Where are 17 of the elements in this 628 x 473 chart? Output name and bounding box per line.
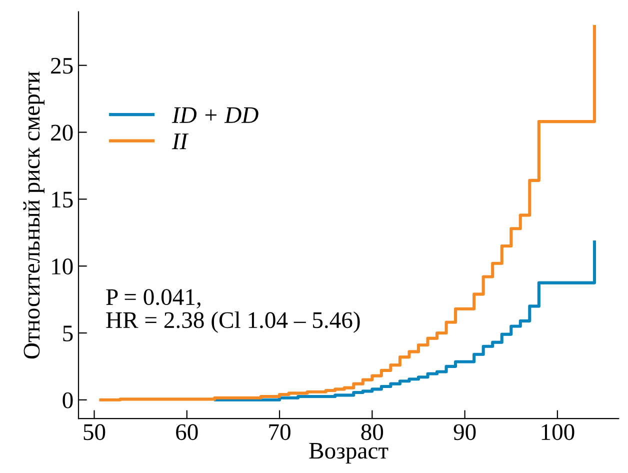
legend-label: ID + DD xyxy=(172,107,258,123)
x-tick-label: 90 xyxy=(454,424,476,440)
y-tick-label: 25 xyxy=(51,58,73,74)
x-tick-label: 50 xyxy=(84,424,106,440)
x-tick-label: 80 xyxy=(361,424,384,440)
y-tick-label: 20 xyxy=(51,124,73,141)
x-axis-title: Возраст xyxy=(309,443,388,464)
annotation: P = 0.041, HR = 2.38 (Cl 1.04 – 5.46) xyxy=(106,289,360,333)
y-tick-label: 0 xyxy=(62,392,73,408)
legend-label: II xyxy=(172,134,189,150)
y-axis-title: Относительный риск смерти xyxy=(23,72,44,359)
y-tick-label: 15 xyxy=(52,192,73,208)
x-tick-label: 70 xyxy=(269,424,290,440)
y-tick-label: 5 xyxy=(63,326,73,342)
x-tick-label: 100 xyxy=(542,424,574,440)
y-tick-label: 10 xyxy=(52,258,73,274)
x-tick-label: 60 xyxy=(176,424,198,440)
